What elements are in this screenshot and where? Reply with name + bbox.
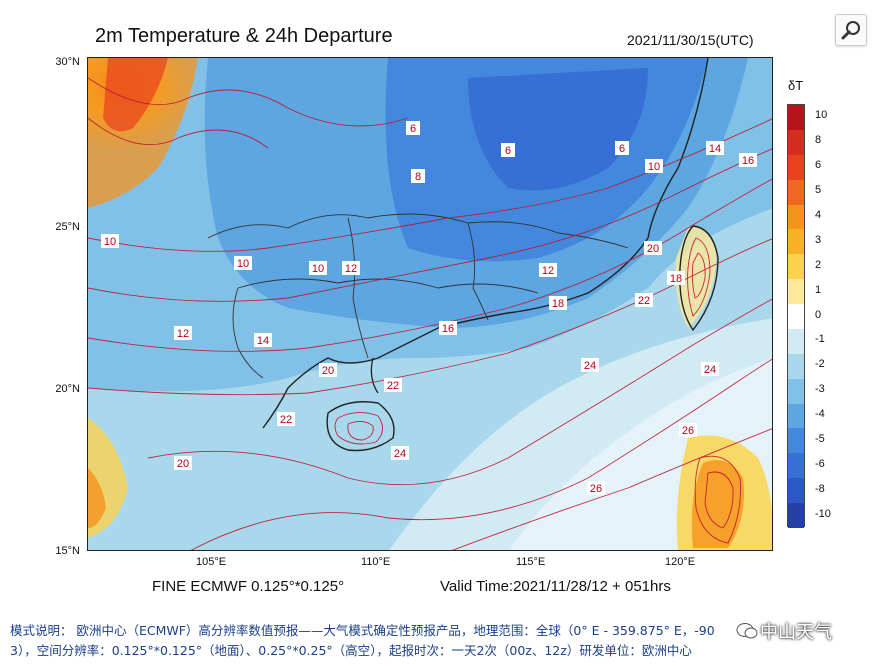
contour-label: 26 (682, 425, 694, 437)
colorbar-segment (788, 503, 804, 528)
lat-label: 15°N (55, 545, 80, 557)
lat-label: 25°N (55, 221, 80, 233)
colorbar-segment (788, 279, 804, 304)
contour-label: 24 (704, 364, 716, 376)
colorbar-segment (788, 129, 804, 155)
contour-label: 10 (312, 263, 324, 275)
watermark-text: 中山天气 (760, 622, 832, 643)
colorbar-segment (788, 229, 804, 255)
colorbar-label: -1 (815, 333, 825, 346)
contour-label: 22 (638, 295, 650, 307)
colorbar-segment (788, 378, 804, 404)
contour-label: 20 (322, 365, 334, 377)
contour-labels: 6 6 6 8 10 10 10 10 12 12 12 14 14 16 16… (101, 121, 757, 495)
lon-label: 120°E (665, 556, 696, 568)
contour-label: 6 (410, 123, 416, 135)
colorbar-label: -2 (815, 358, 825, 371)
description-line-2: 3），空间分辨率：0.125°*0.125°（地面）、0.25°*0.25°（高… (10, 643, 692, 658)
contour-label: 6 (619, 143, 625, 155)
colorbar-segment (788, 403, 804, 429)
contour-label: 18 (552, 298, 564, 310)
colorbar-label: 4 (815, 208, 822, 221)
colorbar-label: -3 (815, 383, 825, 396)
colorbar-segment (788, 453, 804, 479)
colorbar-title: δT (788, 78, 804, 93)
colorbar-segment (788, 105, 804, 130)
colorbar-segment (788, 254, 804, 280)
forecast-datetime: 2021/11/30/15(UTC) (627, 32, 754, 48)
colorbar-label: -8 (815, 482, 825, 495)
colorbar-label: 1 (815, 283, 822, 296)
colorbar-label: 5 (815, 184, 822, 197)
contour-label: 16 (442, 323, 454, 335)
lat-label: 30°N (55, 56, 80, 68)
contour-label: 14 (709, 143, 721, 155)
contour-label: 14 (257, 335, 269, 347)
contour-label: 10 (237, 258, 249, 270)
colorbar-segment (788, 204, 804, 230)
colorbar (787, 104, 805, 528)
contour-label: 12 (542, 265, 554, 277)
colorbar-label: -10 (815, 507, 831, 520)
wechat-icon (736, 623, 758, 639)
lon-label: 115°E (516, 556, 546, 568)
lat-label: 20°N (55, 383, 80, 395)
colorbar-segment (788, 304, 804, 329)
contour-label: 20 (647, 243, 659, 255)
contour-label: 26 (590, 483, 602, 495)
colorbar-label: -4 (815, 408, 825, 421)
colorbar-segment (788, 353, 804, 379)
lon-label: 105°E (196, 556, 227, 568)
colorbar-label: 0 (815, 308, 822, 321)
contour-label: 12 (177, 328, 189, 340)
zoom-button[interactable] (835, 14, 867, 46)
colorbar-label: 8 (815, 134, 822, 147)
contour-label: 12 (345, 263, 357, 275)
contour-label: 10 (104, 236, 116, 248)
contour-label: 6 (505, 145, 511, 157)
description-line-1: 模式说明： 欧洲中心（ECMWF）高分辨率数值预报——大气模式确定性预报产品，地… (10, 623, 715, 638)
magnifier-icon (841, 21, 860, 40)
colorbar-label: -6 (815, 457, 825, 470)
contour-label: 10 (648, 161, 660, 173)
colorbar-segment (788, 328, 804, 354)
contour-label: 24 (394, 448, 406, 460)
colorbar-label: 6 (815, 159, 822, 172)
colorbar-segment (788, 179, 804, 205)
chart-title: 2m Temperature & 24h Departure (95, 25, 393, 47)
contour-label: 22 (280, 414, 292, 426)
colorbar-segment (788, 478, 804, 503)
colorbar-label: 2 (815, 258, 822, 271)
colorbar-label: 3 (815, 233, 822, 246)
map-svg: 6 6 6 8 10 10 10 10 12 12 12 14 14 16 16… (88, 58, 772, 550)
valid-time-label: Valid Time:2021/11/28/12 + 051hrs (440, 578, 671, 595)
colorbar-label: -5 (815, 432, 825, 445)
contour-label: 20 (177, 458, 189, 470)
temperature-map: 6 6 6 8 10 10 10 10 12 12 12 14 14 16 16… (87, 57, 773, 551)
contour-label: 8 (415, 171, 421, 183)
contour-label: 24 (584, 360, 596, 372)
contour-label: 22 (387, 380, 399, 392)
colorbar-segment (788, 428, 804, 454)
contour-label: 18 (670, 273, 682, 285)
lon-label: 110°E (361, 556, 391, 568)
colorbar-label: 10 (815, 109, 828, 122)
contour-label: 16 (742, 155, 754, 167)
colorbar-segment (788, 154, 804, 180)
model-label: FINE ECMWF 0.125°*0.125° (152, 578, 345, 595)
